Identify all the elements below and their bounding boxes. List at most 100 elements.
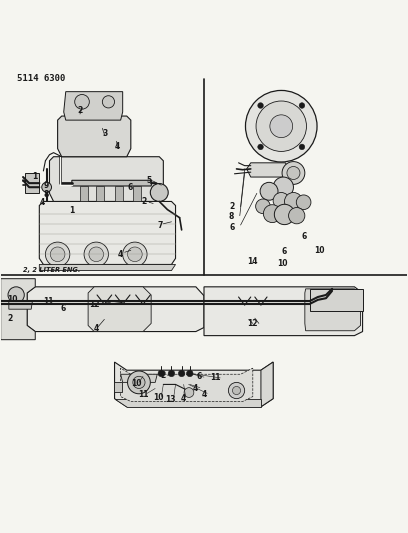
Circle shape <box>284 192 302 211</box>
Polygon shape <box>72 180 152 186</box>
Text: 4: 4 <box>93 324 98 333</box>
Circle shape <box>45 242 70 266</box>
Circle shape <box>133 376 145 389</box>
Circle shape <box>128 247 142 262</box>
Text: 5114 6300: 5114 6300 <box>17 74 65 83</box>
Polygon shape <box>25 173 39 193</box>
Text: 4: 4 <box>40 198 45 207</box>
Circle shape <box>264 205 281 223</box>
Polygon shape <box>204 287 363 336</box>
Circle shape <box>233 386 241 394</box>
Circle shape <box>288 207 305 224</box>
Circle shape <box>186 370 193 377</box>
Circle shape <box>84 242 109 266</box>
Text: 14: 14 <box>248 257 258 266</box>
Polygon shape <box>114 382 122 392</box>
Polygon shape <box>261 362 273 407</box>
Text: 4: 4 <box>180 394 186 403</box>
Circle shape <box>258 103 264 108</box>
Polygon shape <box>64 92 123 120</box>
Text: 4: 4 <box>193 384 198 393</box>
Circle shape <box>150 183 168 201</box>
Text: 6: 6 <box>197 372 202 381</box>
Text: 1: 1 <box>69 206 75 215</box>
Polygon shape <box>115 399 261 407</box>
Polygon shape <box>121 374 157 382</box>
Circle shape <box>75 94 89 109</box>
Polygon shape <box>115 362 273 407</box>
Circle shape <box>270 115 293 138</box>
Polygon shape <box>80 186 88 201</box>
Text: 10: 10 <box>153 393 164 402</box>
Text: 12: 12 <box>247 319 257 328</box>
Circle shape <box>178 370 185 377</box>
Circle shape <box>123 242 147 266</box>
Text: 9: 9 <box>44 182 49 190</box>
Text: 2: 2 <box>160 371 165 380</box>
Circle shape <box>256 101 306 151</box>
Circle shape <box>50 247 65 262</box>
Text: 6: 6 <box>302 231 307 240</box>
Polygon shape <box>96 186 104 201</box>
Polygon shape <box>1 279 35 340</box>
Circle shape <box>184 387 194 398</box>
Text: 2, 2 LITER ENG.: 2, 2 LITER ENG. <box>23 268 80 273</box>
Text: 2: 2 <box>78 106 82 115</box>
Circle shape <box>228 382 245 399</box>
Text: 10: 10 <box>277 259 288 268</box>
Polygon shape <box>133 186 141 201</box>
Circle shape <box>102 96 115 108</box>
Circle shape <box>287 166 300 180</box>
Polygon shape <box>305 289 361 331</box>
Polygon shape <box>121 368 253 401</box>
Text: 3: 3 <box>103 128 108 138</box>
Text: 7: 7 <box>158 221 163 230</box>
Text: 10: 10 <box>7 295 17 303</box>
Circle shape <box>256 199 270 214</box>
Polygon shape <box>310 289 363 311</box>
Circle shape <box>274 204 295 224</box>
Polygon shape <box>49 157 163 201</box>
Polygon shape <box>39 264 175 271</box>
Text: 6: 6 <box>229 223 234 231</box>
Text: 10: 10 <box>131 379 141 388</box>
Circle shape <box>8 287 24 303</box>
Text: 11: 11 <box>43 296 54 305</box>
Circle shape <box>299 144 305 150</box>
Text: 13: 13 <box>165 395 176 404</box>
Text: 2: 2 <box>141 197 146 206</box>
Text: 10: 10 <box>314 246 324 255</box>
Polygon shape <box>39 201 175 264</box>
Circle shape <box>258 144 264 150</box>
Text: 2: 2 <box>7 314 12 323</box>
Text: 5: 5 <box>147 176 152 185</box>
Text: 11: 11 <box>139 390 149 399</box>
Text: 6: 6 <box>60 304 66 313</box>
Text: 12: 12 <box>89 300 100 309</box>
Polygon shape <box>58 116 131 157</box>
Circle shape <box>42 182 51 192</box>
Circle shape <box>246 91 317 162</box>
Circle shape <box>260 182 278 200</box>
Text: 6: 6 <box>127 183 133 192</box>
Circle shape <box>296 195 311 209</box>
Circle shape <box>282 161 305 184</box>
Circle shape <box>158 370 164 377</box>
Circle shape <box>168 370 175 377</box>
Text: 2: 2 <box>230 202 235 211</box>
Text: 8: 8 <box>44 190 49 199</box>
Text: 4: 4 <box>115 142 120 151</box>
Text: 1: 1 <box>32 172 37 181</box>
Polygon shape <box>247 163 289 177</box>
Text: 4: 4 <box>118 250 123 259</box>
Text: 11: 11 <box>210 373 221 382</box>
Text: 8: 8 <box>229 212 234 221</box>
Circle shape <box>273 192 289 209</box>
Text: 6: 6 <box>282 247 287 256</box>
Circle shape <box>273 177 293 197</box>
Circle shape <box>299 103 305 108</box>
Circle shape <box>128 371 150 394</box>
Polygon shape <box>9 301 32 309</box>
Circle shape <box>89 247 104 262</box>
Text: 4: 4 <box>202 390 206 399</box>
